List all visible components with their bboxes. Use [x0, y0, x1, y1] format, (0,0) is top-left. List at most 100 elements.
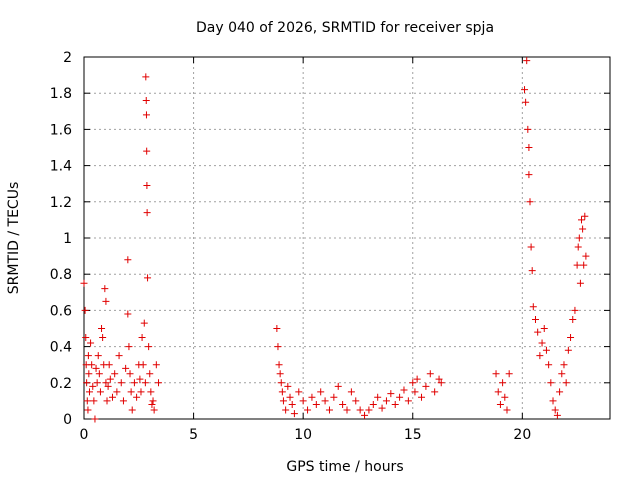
- data-point: [286, 393, 294, 401]
- data-point: [522, 98, 530, 106]
- y-tick-label: 0.6: [50, 303, 72, 319]
- data-point: [534, 328, 542, 336]
- data-point: [556, 388, 564, 396]
- data-point: [102, 379, 110, 387]
- data-point: [95, 370, 103, 378]
- data-point: [304, 406, 312, 414]
- data-point: [140, 319, 148, 327]
- data-point: [567, 334, 575, 342]
- data-point: [312, 401, 320, 409]
- data-point: [87, 339, 95, 347]
- y-tick-label: 0.8: [50, 267, 72, 283]
- data-point: [374, 393, 382, 401]
- data-point: [523, 57, 531, 65]
- data-point: [101, 285, 109, 293]
- data-point: [147, 388, 155, 396]
- data-point: [528, 267, 536, 275]
- plot-frame: [83, 56, 611, 420]
- data-point: [409, 379, 417, 387]
- data-point: [525, 144, 533, 151]
- data-point: [317, 388, 325, 396]
- data-point: [426, 370, 434, 378]
- data-point: [84, 406, 92, 414]
- data-point: [290, 410, 298, 418]
- data-point: [85, 388, 93, 396]
- data-point: [142, 96, 150, 104]
- axis-ticks: [83, 56, 610, 420]
- data-point: [396, 393, 404, 401]
- data-point: [124, 256, 132, 264]
- data-point: [334, 382, 342, 390]
- data-point: [501, 393, 509, 401]
- data-point: [143, 209, 151, 217]
- data-point: [347, 388, 355, 396]
- data-point: [579, 225, 587, 233]
- data-point: [437, 379, 445, 387]
- data-point: [278, 388, 286, 396]
- data-point: [418, 393, 426, 401]
- data-point: [339, 401, 347, 409]
- data-point: [279, 397, 287, 405]
- data-point: [130, 379, 138, 387]
- data-point: [531, 315, 539, 323]
- data-point: [83, 379, 91, 387]
- x-tick-label: 15: [404, 427, 422, 443]
- data-point: [325, 406, 333, 414]
- data-point: [133, 393, 141, 401]
- data-point: [492, 370, 500, 378]
- data-point: [529, 303, 537, 311]
- y-tick-label: 0: [63, 412, 72, 428]
- data-point: [125, 343, 133, 351]
- data-point: [382, 397, 390, 405]
- data-point: [276, 370, 284, 378]
- data-point: [553, 411, 561, 419]
- x-tick-labels: 0 5 10 15 20: [80, 427, 532, 443]
- data-point: [352, 397, 360, 405]
- data-point: [108, 393, 116, 401]
- data-point: [84, 352, 92, 360]
- data-point: [111, 370, 119, 378]
- data-point: [549, 397, 557, 405]
- y-tick-label: 1.8: [50, 86, 72, 102]
- data-point: [91, 415, 99, 423]
- data-point: [119, 397, 127, 405]
- data-point: [122, 364, 130, 372]
- y-tick-label: 1: [63, 231, 72, 247]
- data-point: [104, 382, 112, 390]
- data-point: [538, 339, 546, 347]
- data-point: [404, 397, 412, 405]
- data-point: [83, 397, 91, 405]
- data-point: [422, 382, 430, 390]
- data-point: [88, 361, 96, 369]
- data-point: [564, 346, 572, 354]
- data-point: [356, 406, 364, 414]
- data-point: [499, 379, 507, 387]
- data-point: [99, 334, 107, 342]
- data-point: [144, 274, 152, 282]
- data-point: [299, 397, 307, 405]
- data-point: [143, 147, 151, 155]
- data-point: [576, 279, 584, 287]
- data-point: [573, 261, 581, 269]
- data-point: [80, 279, 88, 287]
- data-point: [85, 370, 93, 378]
- data-point: [575, 234, 583, 242]
- data-point: [275, 361, 283, 369]
- data-point: [580, 261, 588, 269]
- data-point: [558, 370, 566, 378]
- chart-title: Day 040 of 2026, SRMTID for receiver spj…: [196, 20, 494, 36]
- data-point: [145, 343, 153, 351]
- data-point: [127, 388, 135, 396]
- data-point: [146, 370, 154, 378]
- y-tick-label: 1.4: [50, 159, 72, 175]
- x-tick-label: 0: [80, 427, 89, 443]
- data-point: [273, 325, 281, 332]
- data-point: [274, 343, 282, 351]
- y-tick-labels: 0 0.2 0.4 0.6 0.8 1 1.2 1.4 1.6 1.8 2: [50, 50, 72, 428]
- data-point: [503, 406, 511, 414]
- data-point: [90, 397, 98, 405]
- data-point: [574, 243, 582, 251]
- data-point: [413, 375, 421, 383]
- data-point: [378, 404, 386, 412]
